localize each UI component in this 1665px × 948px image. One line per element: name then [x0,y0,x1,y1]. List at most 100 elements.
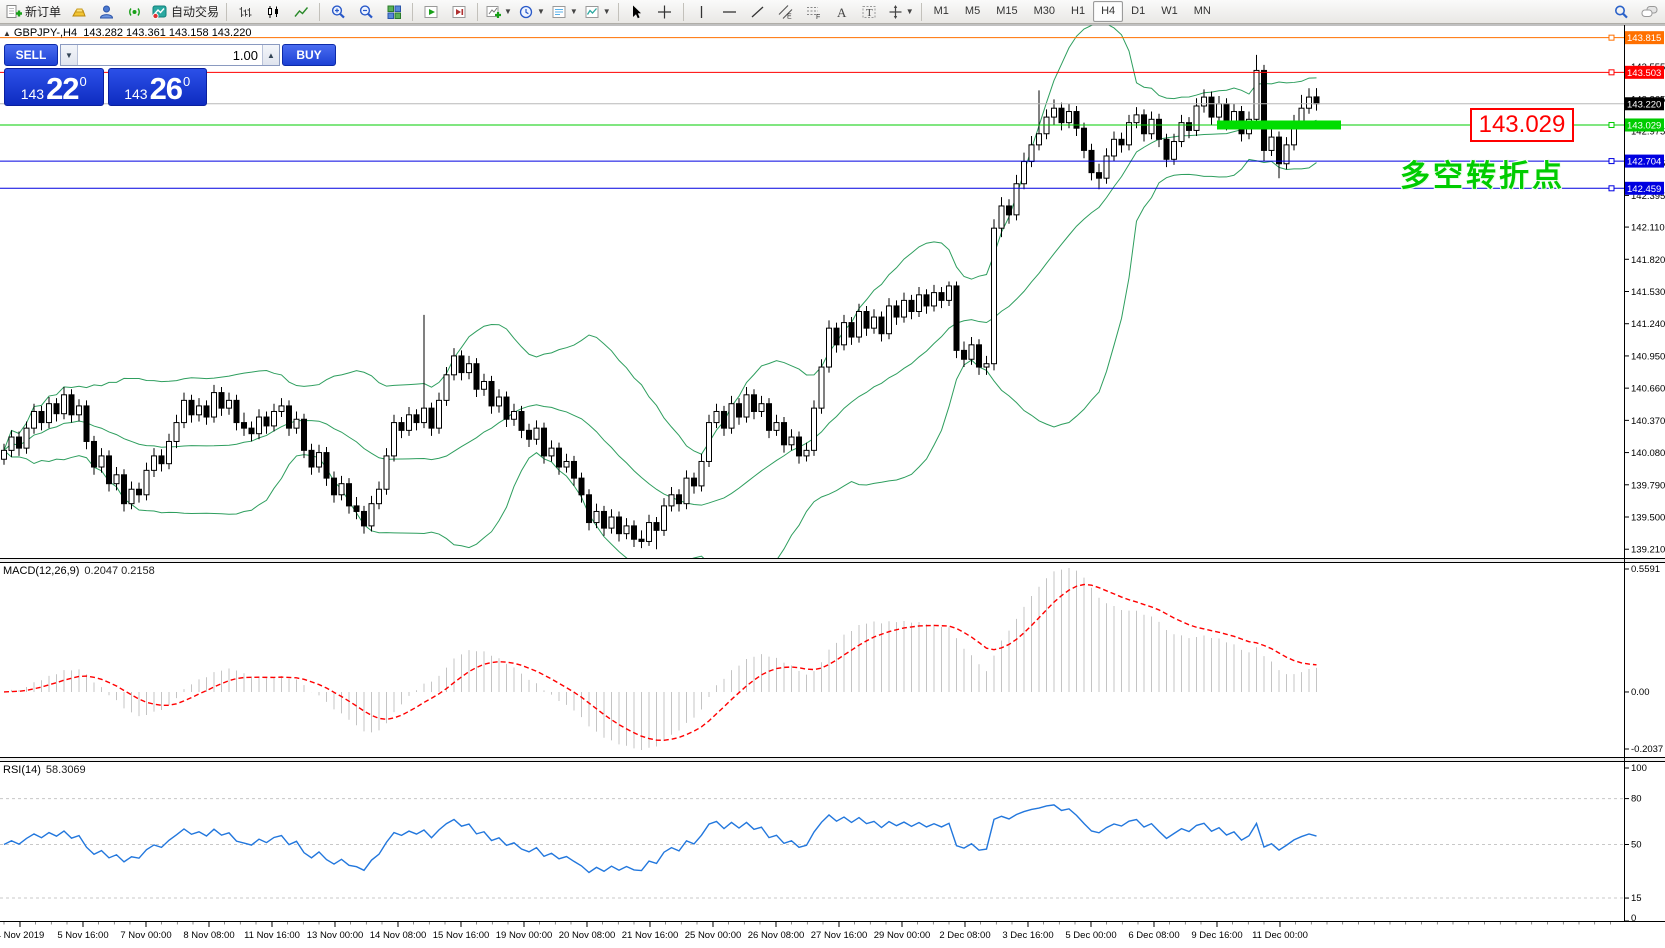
timeframe-w1[interactable]: W1 [1161,5,1178,17]
tile-windows-button[interactable] [380,0,408,23]
signal-icon [128,7,140,16]
level-lines [0,34,1624,192]
svg-text:139.500: 139.500 [1631,513,1665,524]
signals-icon[interactable] [120,0,148,23]
channel-button[interactable]: E [772,0,800,23]
timeframe-m15[interactable]: M15 [996,5,1018,17]
time-axis-label: 11 Nov 16:00 [244,930,300,941]
new-chart-icon [486,5,502,18]
arrows-icon [889,4,902,19]
pivot-annotation-text: 多空转折点 [1400,160,1565,193]
svg-text:0.00: 0.00 [1631,687,1650,698]
chevron-down-icon: ▼ [905,7,914,16]
horizontal-line-button[interactable] [716,0,744,23]
timeframe-h4[interactable]: H4 [1093,1,1124,22]
symbol-period-label: GBPJPY-,H4 [13,27,78,39]
autotrading-button[interactable]: 自动交易 [148,0,222,23]
candlesticks [1,54,1320,550]
svg-text:0: 0 [1631,913,1636,924]
timeframe-d1[interactable]: D1 [1131,5,1146,17]
sell-button[interactable]: SELL [4,44,58,66]
svg-text:100: 100 [1631,763,1647,774]
svg-text:140.370: 140.370 [1631,416,1665,427]
sell-price-sup: 0 [79,74,87,89]
main-toolbar: 新订单 自动交易 ▼ ▼ [0,0,1665,24]
sell-price-big: 22 [46,71,79,106]
chart-forward-icon [424,5,438,18]
gold-ingot-icon[interactable] [64,0,92,23]
template-icon [552,5,566,18]
rsi-axis: 100 80 50 15 0 [1624,763,1647,924]
ingot-icon [71,8,86,16]
zoom-out-icon [359,4,373,18]
rsi-panel [0,798,1624,899]
trendline-button[interactable] [744,0,772,23]
svg-text:143.220: 143.220 [1627,99,1661,110]
timeframe-m1[interactable]: M1 [933,5,949,17]
candlestick-icon [267,5,278,18]
buy-button[interactable]: BUY [282,44,336,66]
volume-input[interactable] [78,45,262,65]
svg-text:80: 80 [1631,794,1642,805]
navigator-icon[interactable] [92,0,120,23]
search-icon[interactable] [1607,0,1635,23]
cursor-button[interactable] [623,0,651,23]
timeframe-m5[interactable]: M5 [964,5,981,17]
toolbar-separator [920,2,922,21]
volume-increase-button[interactable]: ▲ [262,45,279,65]
timeframe-m30[interactable]: M30 [1033,5,1056,17]
time-axis-label: 2 Dec 08:00 [939,930,991,941]
buy-price-tile[interactable]: 143 26 0 [107,68,207,106]
text-button[interactable]: A [828,0,856,23]
template-dropdown[interactable]: ▼ [548,0,581,23]
zoom-out-button[interactable] [352,0,380,23]
svg-text:50: 50 [1631,840,1642,851]
macd-panel [3,568,1317,750]
time-axis-ticks [3,922,1611,927]
sell-price-tile[interactable]: 143 22 0 [4,68,104,106]
svg-text:142.704: 142.704 [1627,157,1661,168]
svg-text:142.110: 142.110 [1631,223,1665,234]
text-label-button[interactable]: T [856,0,884,23]
macd-indicator-label: MACD(12,26,9) 0.2047 0.2158 [3,565,155,577]
new-chart-dropdown[interactable]: ▼ [482,0,515,23]
ohlc-values: 143.282 143.361 143.158 143.220 [83,27,252,39]
time-axis-label: 6 Dec 08:00 [1128,930,1180,941]
svg-text:143.029: 143.029 [1627,120,1661,131]
price-tag-label[interactable]: 143.029 [1470,108,1574,142]
line-chart-button[interactable] [287,0,315,23]
chart-end-icon [452,5,466,18]
chart-end-button[interactable] [445,0,473,23]
chart-forward-button[interactable] [417,0,445,23]
shapes-dropdown[interactable]: ▼ [884,0,917,23]
time-axis-label: 5 Dec 00:00 [1065,930,1117,941]
fibonacci-button[interactable]: F [800,0,828,23]
channel-icon: E [778,4,793,20]
buy-price-sup: 0 [183,74,191,89]
time-axis-label: 19 Nov 00:00 [495,930,553,941]
zoom-in-icon [331,4,345,18]
volume-decrease-button[interactable]: ▼ [61,45,78,65]
period-dropdown[interactable]: ▼ [515,0,548,23]
svg-text:15: 15 [1631,893,1642,904]
timeframe-h1[interactable]: H1 [1071,5,1086,17]
zoom-in-button[interactable] [324,0,352,23]
vertical-line-button[interactable] [688,0,716,23]
new-order-label: 新订单 [25,5,62,19]
time-axis-label: 25 Nov 00:00 [684,930,742,941]
chat-icon[interactable] [1635,0,1663,23]
crosshair-button[interactable] [651,0,679,23]
candlestick-button[interactable] [259,0,287,23]
new-order-button[interactable]: 新订单 [2,0,64,23]
time-axis-label: 7 Nov 00:00 [120,930,172,941]
toolbar-separator [226,2,228,21]
indicators-dropdown[interactable]: ▼ [581,0,614,23]
toolbar-separator [319,2,321,21]
timeframe-mn[interactable]: MN [1193,5,1211,17]
buy-price-prefix: 143 [124,86,148,102]
bar-chart-button[interactable] [231,0,259,23]
svg-text:142.395: 142.395 [1631,191,1665,202]
chevron-down-icon: ▼ [602,7,611,16]
